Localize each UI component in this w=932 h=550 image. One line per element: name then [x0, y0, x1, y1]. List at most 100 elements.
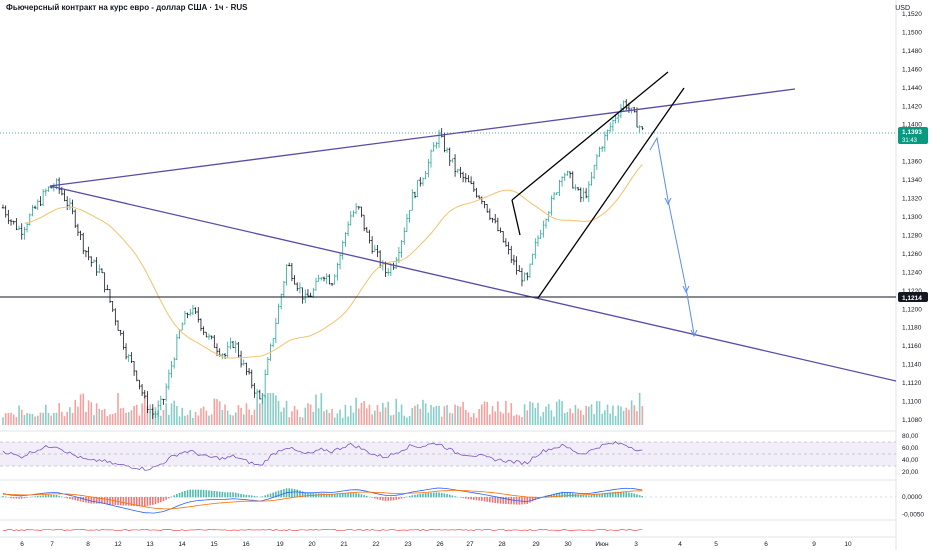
volume-bar [186, 414, 189, 425]
volume-bar [596, 401, 598, 425]
macd-histogram-bar [242, 494, 245, 498]
volume-bar [267, 393, 269, 425]
last-price-badge [898, 127, 928, 144]
macd-histogram-bar [347, 492, 349, 498]
volume-bar [357, 408, 360, 425]
volume-bar [111, 413, 114, 425]
arrowhead-3 [690, 329, 698, 338]
projection-arrow[interactable] [649, 136, 695, 335]
volume-bars [2, 393, 644, 425]
macd-histogram-bar [371, 497, 373, 498]
volume-bar [181, 407, 184, 425]
volume-bar [130, 410, 133, 425]
macd-histogram-bar [419, 493, 422, 498]
macd-histogram-bar [580, 494, 582, 498]
macd-histogram-bar [216, 491, 218, 498]
time-axis[interactable]: 6 7 8 12 13 14 15 16 19 20 21 22 23 26 27 28 29 30 Июн 3 4 5 6… [20, 541, 852, 548]
volume-bar [63, 416, 66, 425]
macd-histogram-bar [275, 491, 277, 498]
macd-histogram-bar [186, 490, 189, 498]
volume-bar [636, 411, 638, 425]
price-axis[interactable]: 1,1520 1,1500 1,1480 1,1460 1,1440 1,1420 1,14… [902, 11, 922, 424]
macd-histogram-bar [502, 497, 505, 504]
macd-histogram-bar [42, 495, 44, 498]
macd-histogram-bar [555, 493, 558, 498]
macd-histogram-bar [432, 492, 435, 498]
volume-bar [202, 406, 205, 425]
volume-bar [379, 411, 381, 425]
macd-histogram-bar [53, 494, 55, 498]
macd-histogram-bar [256, 496, 258, 498]
volume-bar [360, 402, 363, 425]
volume-bar [242, 414, 245, 425]
volume-bar [109, 414, 111, 425]
volume-bar [253, 409, 256, 425]
time-tick: 27 [466, 541, 474, 548]
macd-histogram-bar [336, 494, 339, 498]
macd-histogram-bar [331, 494, 333, 498]
macd-histogram-bar [39, 495, 42, 498]
volume-bar [205, 410, 208, 425]
volume-bar [210, 414, 213, 425]
time-tick: 20 [308, 541, 316, 548]
wedge-left-line[interactable] [511, 199, 521, 236]
volume-bar [87, 400, 90, 425]
macd-histogram-bar [269, 493, 272, 498]
price-candles [1, 99, 644, 419]
moving-average-line [24, 164, 643, 359]
macd-histogram-bar [291, 488, 293, 498]
macd-histogram-bar [197, 489, 200, 498]
macd-histogram-bar [15, 497, 18, 499]
macd-histogram-bar [411, 495, 414, 498]
volume-bar [229, 414, 232, 425]
ma-path [24, 164, 643, 359]
volume-bar [614, 416, 617, 425]
macd-histogram-bar [507, 497, 510, 505]
volume-bar [12, 414, 15, 425]
upper-trend-line[interactable] [49, 88, 796, 187]
time-tick: 29 [532, 541, 540, 548]
macd-histogram-bar [352, 493, 355, 498]
volume-bar [339, 409, 341, 425]
volume-bar [374, 410, 376, 425]
volume-bar [446, 405, 448, 425]
volume-bar [307, 403, 309, 425]
volume-bar [521, 417, 523, 425]
macd-histogram-bar [218, 491, 221, 498]
volume-bar [291, 411, 293, 425]
wedge-lower-line[interactable] [537, 87, 685, 299]
lower-trend-line[interactable] [49, 185, 897, 382]
volume-bar [574, 404, 577, 425]
volume-bar [483, 401, 486, 425]
macd-histogram-bar [69, 497, 71, 499]
volume-bar [221, 410, 224, 425]
macd-histogram-bar [344, 493, 347, 498]
volume-bar [208, 415, 210, 425]
macd-histogram-bar [210, 490, 213, 498]
volume-bar [122, 407, 125, 425]
macd-tick: 0,0000 [902, 494, 922, 501]
macd-histogram-bar [609, 492, 612, 498]
macd-histogram-bar [531, 497, 534, 502]
wedge-upper-line[interactable] [511, 71, 669, 201]
macd-histogram-bar [628, 492, 630, 498]
volume-bar [580, 410, 582, 425]
volume-bar [448, 412, 451, 425]
volume-bar [42, 412, 44, 425]
time-tick: 12 [114, 541, 122, 548]
volume-bar [259, 403, 261, 425]
price-tick: 1,1480 [902, 48, 922, 55]
macd-histogram-bar [483, 497, 486, 502]
volume-bar [499, 411, 502, 425]
volume-bar [328, 413, 331, 425]
macd-histogram-bar [357, 493, 360, 498]
rsi-band [0, 441, 896, 467]
volume-bar [184, 415, 186, 425]
volume-bar [85, 411, 87, 425]
volume-bar [542, 411, 545, 425]
volume-bar [531, 402, 534, 425]
volume-bar [93, 415, 95, 425]
volume-bar [106, 416, 109, 425]
volume-bar [406, 417, 408, 425]
